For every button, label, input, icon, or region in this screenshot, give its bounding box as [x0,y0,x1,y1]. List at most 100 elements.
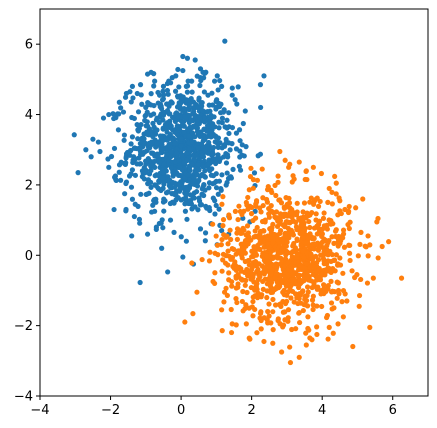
scatter-point-s1-626 [225,248,231,254]
scatter-point-s0-971 [158,134,164,141]
scatter-point-s1-142 [288,295,294,301]
scatter-point-s0-923 [118,105,124,111]
scatter-point-s0-994 [159,147,166,153]
scatter-point-s1-714 [310,306,316,313]
y-tick-label: 0 [25,249,33,264]
scatter-point-s0-743 [131,213,137,220]
scatter-point-s1-1027 [243,321,249,327]
scatter-point-s0-588 [182,208,189,214]
scatter-point-s1-36 [319,303,325,310]
scatter-point-s1-894 [311,246,317,252]
scatter-point-s0-565 [207,119,213,125]
scatter-point-s1-584 [270,296,276,303]
scatter-point-s0-523 [134,90,140,97]
scatter-point-s0-898 [172,191,178,198]
scatter-point-s1-1000 [277,148,283,155]
scatter-point-s0-993 [208,134,214,140]
scatter-point-s0-248 [120,109,127,115]
scatter-point-s1-1034 [243,199,249,206]
scatter-point-s0-613 [208,112,214,119]
scatter-point-s1-686 [228,306,234,313]
scatter-point-s1-277 [253,215,259,221]
scatter-point-s0-373 [210,102,216,108]
scatter-point-s0-420 [156,220,162,227]
scatter-point-s1-470 [329,201,335,207]
scatter-point-s1-724 [215,252,221,258]
scatter-point-s0-985 [175,94,181,100]
scatter-point-s0-889 [179,167,185,173]
scatter-point-s0-1055 [219,228,225,234]
scatter-point-s1-962 [281,263,288,269]
scatter-point-s0-1021 [152,78,158,84]
scatter-point-s0-957 [185,97,191,103]
scatter-point-s0-930 [185,172,192,178]
scatter-point-s1-579 [309,297,316,303]
scatter-point-s1-330 [341,244,348,250]
scatter-point-s1-474 [207,249,213,255]
scatter-point-s1-455 [268,271,274,277]
scatter-point-s1-960 [283,212,289,218]
scatter-point-s1-494 [328,300,335,306]
scatter-point-s0-296 [172,88,179,94]
scatter-point-s0-639 [255,153,261,159]
scatter-point-s1-63 [300,209,306,215]
scatter-point-s1-927 [261,265,267,271]
scatter-point-s1-251 [219,201,225,207]
scatter-point-s1-882 [232,259,238,265]
scatter-point-s1-912 [294,252,300,258]
scatter-point-s0-762 [116,162,123,168]
scatter-point-s1-107 [294,200,300,206]
scatter-point-s0-734 [164,87,171,94]
scatter-point-s1-834 [270,209,276,216]
scatter-point-s1-1001 [282,157,288,163]
scatter-point-s0-497 [150,120,156,126]
scatter-point-s0-938 [168,154,174,160]
scatter-point-s0-1008 [212,78,218,84]
scatter-point-s1-1012 [398,275,405,281]
scatter-point-s1-994 [268,280,275,286]
scatter-point-s1-849 [255,266,261,273]
scatter-point-s1-664 [272,214,278,220]
scatter-point-s0-869 [236,127,243,133]
scatter-point-s1-874 [288,208,294,214]
scatter-point-s1-973 [254,224,260,231]
scatter-point-s0-575 [206,185,212,191]
scatter-point-s1-1009 [365,233,371,239]
scatter-point-s0-449 [116,169,122,175]
scatter-point-s0-540 [142,113,148,119]
scatter-point-s0-729 [144,129,150,135]
scatter-point-s0-892 [213,185,220,191]
scatter-point-s1-511 [228,236,234,243]
scatter-point-s1-828 [282,233,288,239]
scatter-point-s1-73 [206,258,213,264]
scatter-point-s1-158 [310,293,316,299]
scatter-point-s1-364 [347,257,353,264]
scatter-point-s0-927 [193,124,199,130]
scatter-point-s1-102 [199,256,205,263]
scatter-point-s0-1029 [113,113,119,119]
scatter-point-s1-327 [315,246,321,253]
scatter-point-s0-670 [226,130,232,137]
scatter-point-s1-738 [274,236,280,242]
scatter-point-s1-371 [317,198,323,205]
scatter-point-s0-1032 [90,136,96,142]
scatter-point-s1-512 [334,279,340,285]
scatter-point-s0-769 [217,156,224,162]
scatter-point-s1-807 [243,302,249,308]
scatter-point-s0-777 [172,129,178,135]
scatter-point-s0-709 [187,167,193,174]
scatter-point-s1-687 [249,254,255,260]
scatter-point-s0-988 [145,102,151,108]
scatter-point-s0-984 [216,206,222,212]
scatter-point-s0-212 [178,123,184,129]
scatter-point-s0-727 [199,171,205,178]
scatter-point-s0-1036 [106,164,112,170]
scatter-point-s1-616 [315,203,322,209]
scatter-point-s0-809 [166,177,173,183]
scatter-point-s0-933 [199,103,205,109]
scatter-point-s0-963 [203,203,209,209]
scatter-point-s0-75 [216,125,222,131]
scatter-point-s1-937 [251,244,257,250]
scatter-point-s1-1045 [333,180,339,186]
scatter-point-s1-815 [289,326,295,333]
